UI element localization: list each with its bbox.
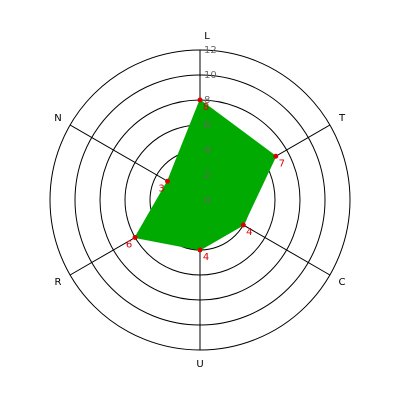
- tick-label: 6: [204, 120, 210, 131]
- tick-label: 8: [204, 95, 210, 106]
- value-label: 6: [126, 240, 132, 251]
- category-label: T: [338, 113, 346, 124]
- data-point: [197, 97, 203, 103]
- data-point: [240, 222, 246, 228]
- tick-label: 10: [204, 70, 217, 81]
- data-point: [132, 235, 138, 240]
- value-label: 3: [158, 183, 164, 194]
- tick-label: 12: [204, 45, 217, 56]
- category-label: C: [339, 277, 346, 288]
- category-label: L: [204, 31, 210, 42]
- tick-label: 2: [204, 170, 210, 181]
- category-label: R: [54, 277, 61, 288]
- value-label: 4: [246, 227, 252, 238]
- category-label: U: [196, 359, 203, 370]
- data-point: [273, 153, 279, 159]
- tick-label: 4: [204, 145, 210, 156]
- value-label: 7: [279, 158, 285, 169]
- tick-label: 0: [204, 195, 210, 206]
- category-label: N: [54, 113, 61, 124]
- value-label: 4: [203, 252, 209, 263]
- data-point: [165, 178, 171, 184]
- data-point: [197, 247, 203, 253]
- value-label: 8: [203, 102, 209, 113]
